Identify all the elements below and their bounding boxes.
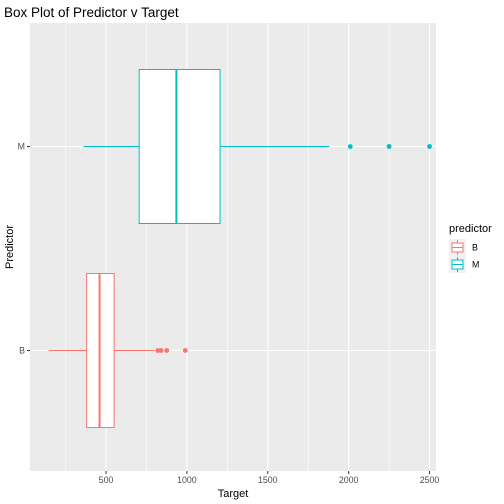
y-tick-label: M <box>18 142 25 152</box>
legend-label-m: M <box>472 260 479 270</box>
legend-title: predictor <box>449 223 492 235</box>
outlier-point <box>427 144 432 149</box>
outlier-point <box>158 348 164 353</box>
box-b <box>48 273 188 428</box>
chart-title: Box Plot of Predictor v Target <box>4 5 179 20</box>
legend-label-b: B <box>472 243 478 253</box>
x-tick-label: 1500 <box>258 475 278 485</box>
x-axis-ticks: 500 1000 1500 2000 2500 <box>99 471 440 485</box>
y-axis-ticks: BM <box>18 142 30 356</box>
grid-layer <box>30 23 436 471</box>
x-tick-label: 1000 <box>177 475 197 485</box>
x-tick-label: 2000 <box>339 475 359 485</box>
x-tick-label: 500 <box>99 475 114 485</box>
y-tick-label: B <box>19 346 25 356</box>
outlier-point <box>386 144 392 149</box>
y-axis-title: Predictor <box>4 225 16 269</box>
legend-key-b <box>449 239 466 256</box>
outlier-point <box>164 348 170 353</box>
box-body <box>138 69 221 224</box>
box-m <box>83 69 432 224</box>
outlier-point <box>347 144 353 149</box>
box-layer <box>48 69 432 428</box>
x-axis-title: Target <box>218 488 249 500</box>
outlier-point <box>182 348 188 353</box>
x-tick-label: 2500 <box>420 475 440 485</box>
legend: predictor BM <box>449 223 492 273</box>
legend-key-m <box>449 256 466 273</box>
